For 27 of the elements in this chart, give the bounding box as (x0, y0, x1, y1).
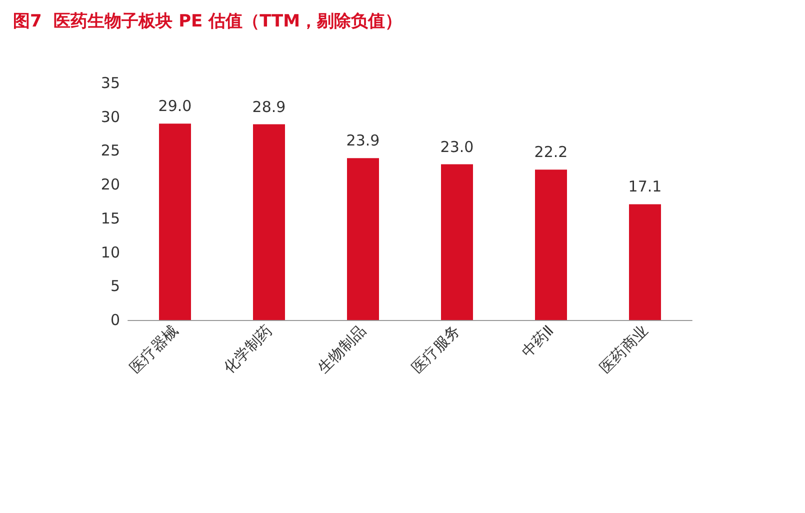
y-tick-label: 25 (100, 142, 120, 160)
data-label: 23.9 (346, 132, 380, 150)
bar (253, 124, 285, 320)
bar (629, 204, 661, 320)
y-tick-label: 0 (110, 311, 120, 329)
data-label: 23.0 (440, 138, 474, 156)
y-tick-label: 35 (100, 74, 120, 92)
data-label: 28.9 (252, 98, 286, 116)
y-tick-label: 20 (100, 176, 120, 194)
bar (535, 170, 567, 320)
x-tick-label: 生物制品 (314, 322, 370, 377)
x-tick-label: 中药Ⅱ (518, 322, 558, 361)
y-tick-label: 15 (100, 209, 120, 228)
data-label: 17.1 (628, 178, 662, 196)
y-tick-label: 30 (100, 108, 120, 126)
x-tick-label: 化学制药 (220, 322, 276, 377)
data-label: 29.0 (158, 97, 192, 116)
x-tick-label: 医疗服务 (408, 322, 464, 377)
chart-title: 图7 医药生物子板块 PE 估值（TTM，剔除负值） (13, 12, 402, 32)
bar (159, 124, 191, 320)
x-tick-label: 医药商业 (596, 322, 652, 377)
bar (441, 164, 473, 320)
y-tick-label: 5 (110, 277, 120, 296)
bar (347, 158, 379, 320)
x-tick-label: 医疗器械 (126, 322, 182, 377)
y-tick-label: 10 (100, 243, 120, 262)
data-label: 22.2 (534, 143, 568, 162)
